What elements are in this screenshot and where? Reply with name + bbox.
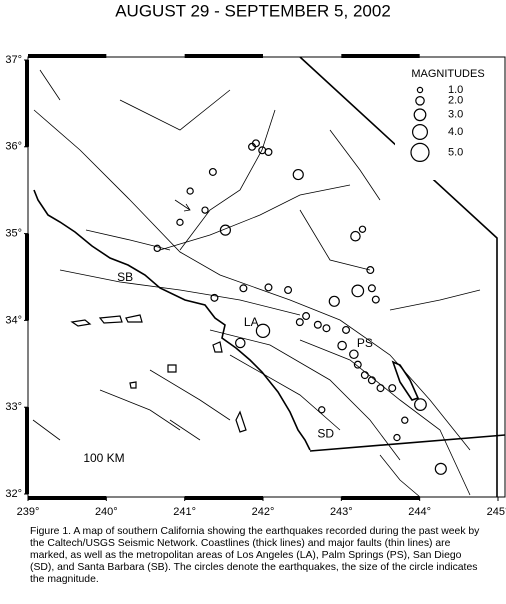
legend-box — [395, 64, 500, 180]
legend-marker — [416, 86, 424, 94]
earthquake — [342, 325, 351, 334]
faults — [32, 69, 481, 498]
place-label: SB — [117, 270, 133, 284]
earthquake — [176, 218, 184, 226]
earthquake — [153, 244, 161, 253]
x-tick-label: 245° — [487, 506, 506, 518]
earthquake — [376, 384, 385, 393]
earthquake — [367, 284, 376, 293]
y-tick-label: 36° — [5, 141, 22, 153]
x-tick-label: 243° — [330, 506, 353, 518]
earthquake — [292, 168, 304, 181]
legend-label: 5.0 — [448, 146, 463, 158]
earthquake — [401, 416, 409, 424]
mexico-border — [309, 434, 506, 452]
state-border — [299, 56, 498, 497]
caption: Figure 1. A map of southern California s… — [30, 526, 480, 585]
earthquake — [208, 167, 217, 176]
scale-label: 100 KM — [83, 451, 124, 465]
earthquake — [264, 148, 273, 157]
frame-bar — [184, 54, 263, 58]
legend-label: 4.0 — [448, 126, 463, 138]
x-tick-label: 244° — [408, 506, 431, 518]
earthquake — [284, 286, 293, 295]
y-tick-label: 37° — [5, 54, 22, 66]
frame-bar — [341, 496, 420, 500]
y-tick-label: 33° — [5, 401, 22, 413]
earthquake — [393, 433, 401, 442]
frame-bar — [28, 54, 107, 58]
coastline — [33, 189, 311, 451]
salton-sea — [391, 360, 420, 401]
earthquake — [350, 230, 361, 242]
arrow — [174, 199, 191, 212]
legend-marker — [413, 108, 427, 122]
earthquake — [295, 318, 304, 327]
frame-bar — [25, 233, 29, 321]
earthquake — [302, 312, 311, 321]
layout — [32, 56, 506, 498]
earthquake — [264, 283, 273, 292]
frame-bar — [25, 60, 29, 147]
frame-bar — [341, 54, 420, 58]
y-tick-label: 34° — [5, 314, 22, 326]
earthquake — [210, 293, 219, 302]
earthquake — [371, 295, 380, 304]
y-tick-label: 32° — [5, 488, 22, 500]
map-title: AUGUST 29 - SEPTEMBER 5, 2002 — [115, 1, 391, 20]
legend-label: 1.0 — [448, 84, 463, 96]
y-tick-label: 35° — [5, 228, 22, 240]
earthquake — [360, 371, 369, 380]
earthquake — [349, 349, 359, 360]
earthquake — [328, 295, 340, 307]
frame-bar — [25, 407, 29, 494]
x-tick-label: 239° — [17, 506, 40, 518]
earthquake — [186, 187, 194, 195]
earthquake — [248, 142, 257, 151]
earthquake — [235, 337, 246, 349]
x-tick-label: 240° — [95, 506, 118, 518]
earthquake — [313, 320, 322, 329]
legend-label: 2.0 — [448, 95, 463, 107]
earthquake — [358, 225, 367, 233]
earthquake — [255, 323, 271, 339]
x-tick-label: 241° — [173, 506, 196, 518]
frame-bar — [28, 496, 107, 500]
earthquake — [351, 284, 365, 298]
frame — [25, 54, 506, 500]
earthquake — [366, 266, 375, 275]
map: AUGUST 29 - SEPTEMBER 5, 2002 — [5, 1, 506, 518]
legend-label: 3.0 — [448, 109, 463, 121]
earthquake — [388, 384, 397, 393]
legend-marker — [410, 142, 430, 162]
earthquake — [322, 324, 331, 333]
earthquake — [219, 224, 231, 236]
legend-title: MAGNITUDES — [411, 68, 484, 80]
earthquake — [353, 360, 362, 369]
earthquake — [434, 462, 447, 475]
earthquake — [414, 398, 427, 411]
frame-bar — [184, 496, 263, 500]
legend-marker — [415, 96, 425, 106]
earthquake — [318, 406, 326, 414]
legend-marker — [412, 123, 429, 140]
place-label: PS — [357, 336, 373, 350]
earthquake — [367, 376, 376, 385]
earthquake — [201, 206, 209, 214]
earthquake — [337, 340, 347, 351]
island — [70, 314, 247, 433]
earthquake — [239, 284, 248, 293]
place-label: SD — [317, 426, 334, 440]
x-tick-label: 242° — [252, 506, 275, 518]
place-label: LA — [244, 315, 259, 329]
